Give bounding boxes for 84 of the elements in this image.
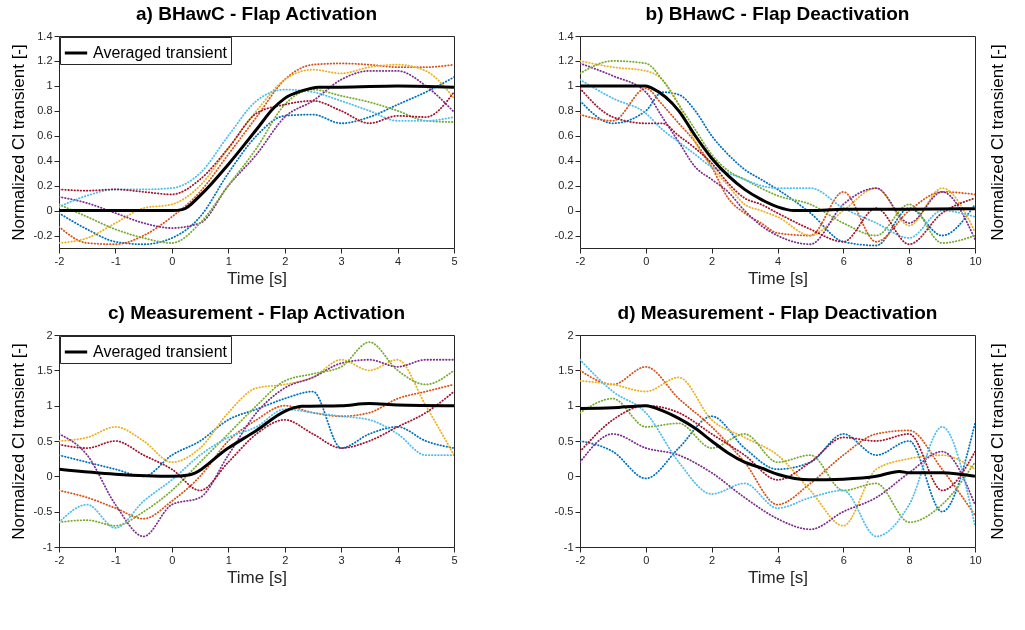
- y-tick-label: 0.8: [37, 104, 53, 117]
- y-tick-label: -0.5: [554, 505, 574, 518]
- x-tick-label: 2: [282, 254, 289, 267]
- x-tick-label: -1: [111, 553, 121, 566]
- y-tick-label: -0.2: [554, 229, 574, 242]
- y-tick-label: 0: [567, 204, 574, 217]
- line-series: [59, 358, 454, 464]
- x-tick-label: -2: [575, 254, 586, 267]
- y-tick-label: 1.5: [558, 363, 574, 376]
- y-tick-label: 0.2: [37, 179, 53, 192]
- chart-title: d) Measurement - Flap Deactivation: [617, 302, 938, 323]
- x-tick-label: 0: [643, 553, 650, 566]
- y-axis-title: Normalized Cl transient [-]: [987, 343, 1007, 540]
- x-tick-label: 0: [169, 254, 176, 267]
- x-axis-title: Time [s]: [227, 268, 287, 288]
- y-tick-label: 0.8: [558, 104, 574, 117]
- y-tick-label: 0.6: [558, 129, 574, 142]
- line-series: [580, 433, 975, 531]
- y-tick-label: -1: [563, 540, 574, 553]
- x-tick-label: -1: [111, 254, 121, 267]
- line-series: [580, 84, 975, 213]
- y-tick-label: 1: [46, 79, 53, 92]
- y-tick-label: 0.4: [558, 154, 574, 167]
- y-tick-label: -0.2: [33, 229, 53, 242]
- x-tick-label: 10: [969, 553, 982, 566]
- x-tick-label: 8: [906, 254, 913, 267]
- x-tick-label: 4: [774, 553, 782, 566]
- y-tick-label: 1: [567, 399, 574, 412]
- y-tick-label: 1.2: [37, 54, 53, 67]
- line-series: [580, 358, 975, 538]
- x-tick-label: 1: [225, 254, 232, 267]
- x-tick-label: 8: [906, 553, 913, 566]
- y-tick-label: 2: [46, 328, 53, 341]
- x-tick-label: 1: [225, 553, 232, 566]
- y-tick-label: 1.5: [37, 363, 53, 376]
- y-tick-label: 1.2: [558, 54, 574, 67]
- y-tick-label: 1: [567, 79, 574, 92]
- y-tick-label: 0.4: [37, 154, 53, 167]
- y-tick-label: 0.5: [37, 434, 53, 447]
- x-tick-label: 6: [840, 254, 847, 267]
- x-tick-label: 2: [709, 254, 716, 267]
- line-series: [59, 408, 454, 529]
- y-tick-label: 1.4: [37, 29, 53, 42]
- y-tick-label: 0: [567, 469, 574, 482]
- y-axis-title: Normalized Cl transient [-]: [987, 44, 1007, 241]
- x-axis-title: Time [s]: [227, 567, 287, 587]
- y-tick-label: 0.6: [37, 129, 53, 142]
- y-tick-label: 0: [46, 469, 53, 482]
- chart-title: b) BHawC - Flap Deactivation: [645, 3, 910, 24]
- chart-title: c) Measurement - Flap Activation: [107, 302, 406, 323]
- x-tick-label: 4: [774, 254, 782, 267]
- x-tick-label: 5: [451, 254, 458, 267]
- line-series: [59, 383, 454, 520]
- y-tick-label: 1: [46, 399, 53, 412]
- x-axis-title: Time [s]: [748, 567, 808, 587]
- y-tick-label: -1: [42, 540, 53, 553]
- y-tick-label: 0.5: [558, 434, 574, 447]
- chart-title: a) BHawC - Flap Activation: [135, 3, 378, 24]
- x-tick-label: 4: [395, 254, 402, 267]
- y-tick-label: 0: [46, 204, 53, 217]
- line-series: [580, 415, 975, 513]
- y-tick-label: 0.2: [558, 179, 574, 192]
- x-tick-label: 3: [338, 553, 345, 566]
- y-tick-label: -0.5: [33, 505, 53, 518]
- x-tick-label: 0: [643, 254, 650, 267]
- x-tick-label: -2: [54, 553, 65, 566]
- legend-label: Averaged transient: [93, 44, 228, 61]
- x-tick-label: 10: [969, 254, 982, 267]
- line-series: [580, 397, 975, 524]
- x-tick-label: 2: [282, 553, 289, 566]
- legend-label: Averaged transient: [93, 343, 228, 360]
- x-tick-label: 5: [451, 553, 458, 566]
- x-tick-label: -2: [575, 553, 586, 566]
- x-tick-label: 4: [395, 553, 402, 566]
- x-tick-label: 6: [840, 553, 847, 566]
- y-axis-title: Normalized Cl transient [-]: [8, 343, 28, 540]
- x-tick-label: 0: [169, 553, 176, 566]
- y-tick-label: 2: [567, 328, 574, 341]
- y-axis-title: Normalized Cl transient [-]: [8, 44, 28, 241]
- x-tick-label: 2: [709, 553, 716, 566]
- x-tick-label: -2: [54, 254, 65, 267]
- x-tick-label: 3: [338, 254, 345, 267]
- x-axis-title: Time [s]: [748, 268, 808, 288]
- y-tick-label: 1.4: [558, 29, 574, 42]
